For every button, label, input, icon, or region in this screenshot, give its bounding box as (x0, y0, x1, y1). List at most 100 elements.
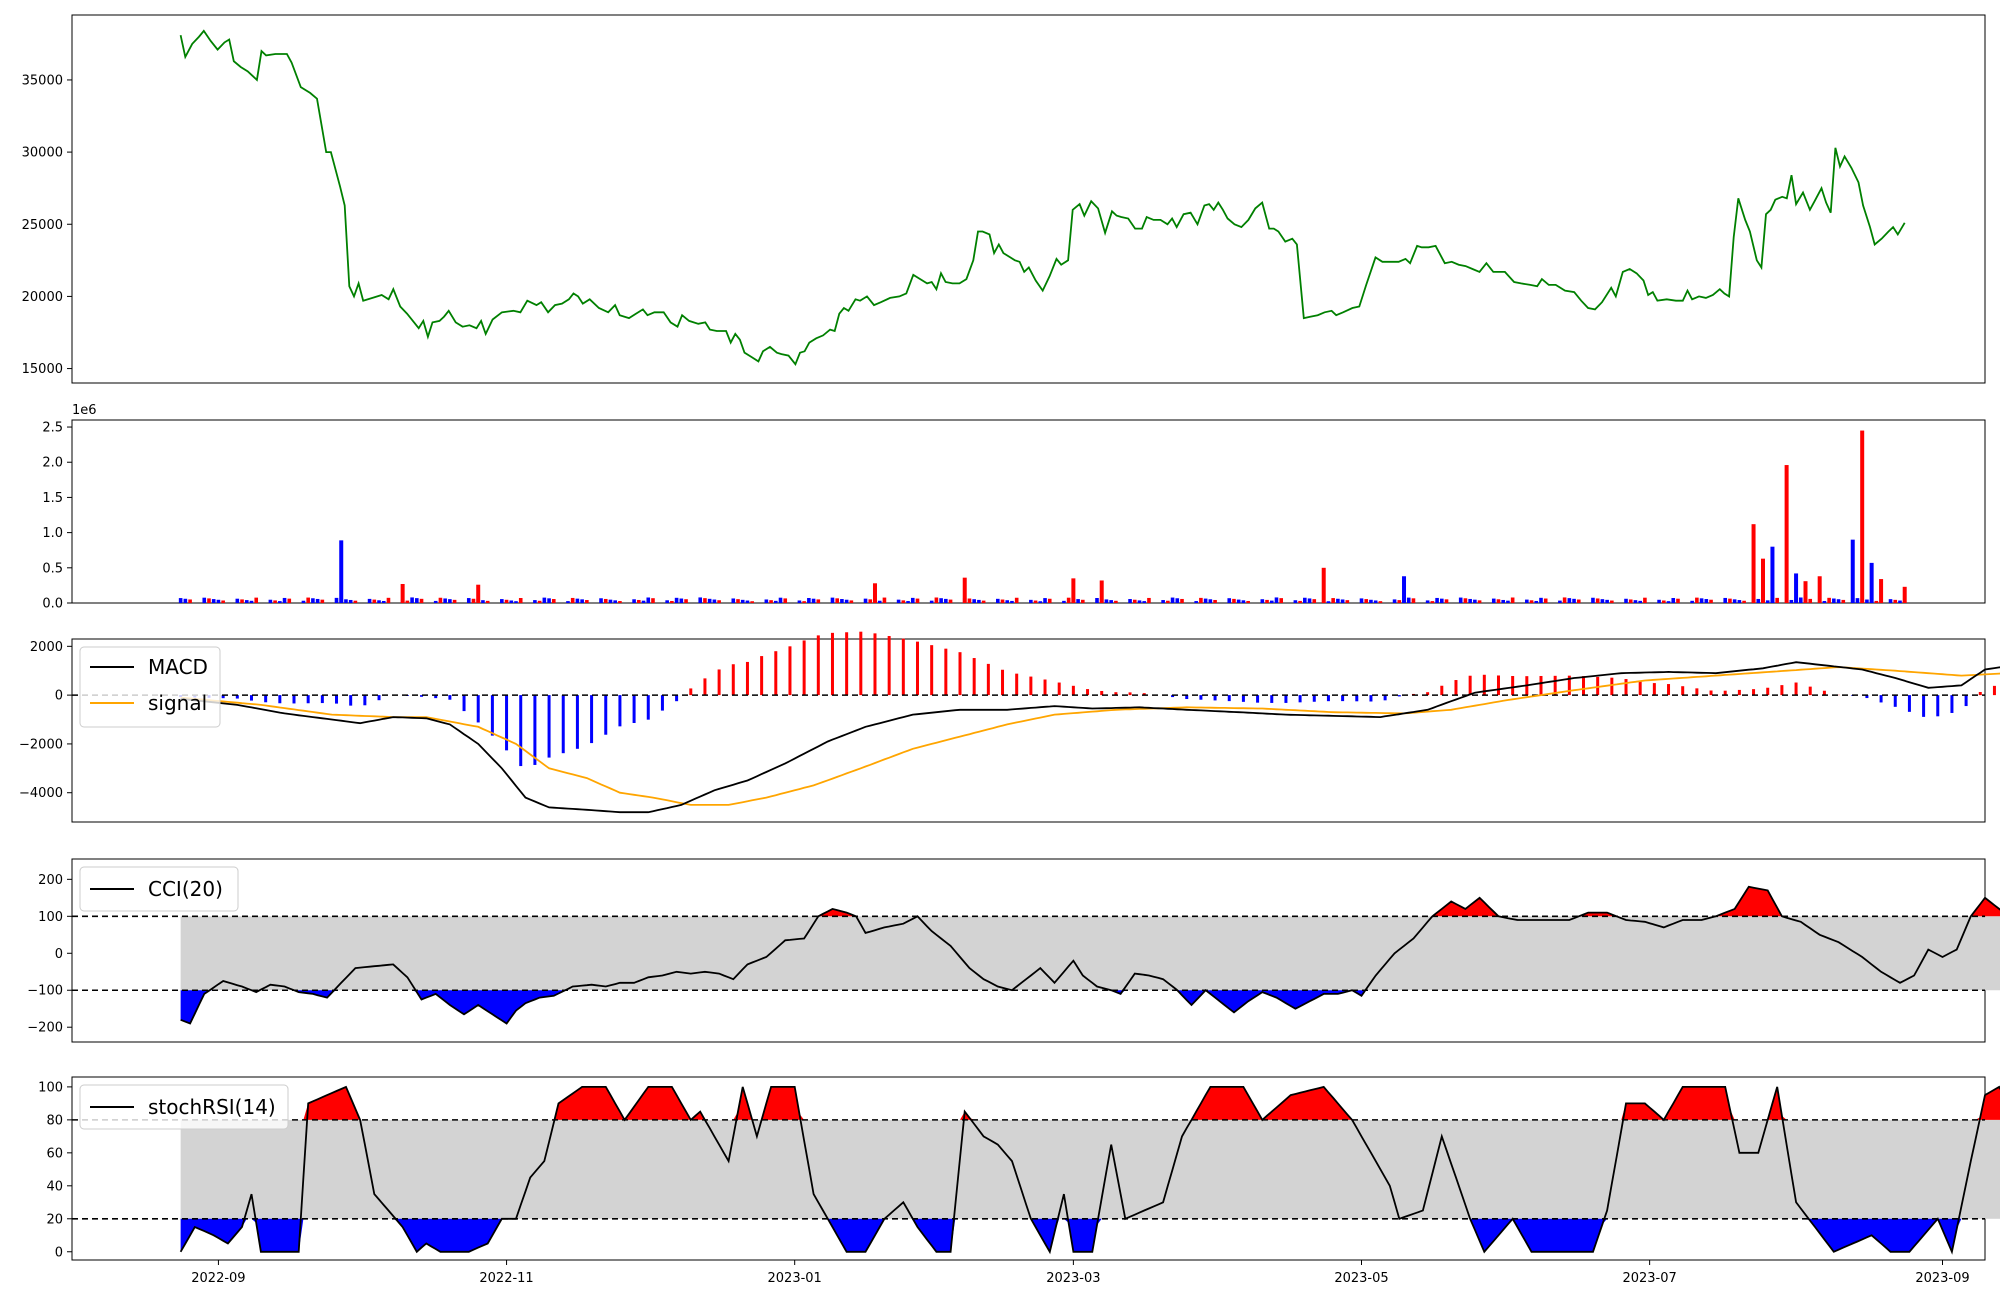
macd-histogram-bar (1582, 676, 1586, 696)
macd-histogram-bar (1100, 690, 1104, 696)
volume-bar (1742, 600, 1746, 603)
macd-histogram-bar (420, 695, 424, 697)
y-tick-label: 100 (38, 1080, 63, 1095)
volume-bar (244, 600, 249, 603)
volume-bar (1855, 598, 1860, 603)
x-tick-label: 2023-03 (1046, 1271, 1100, 1286)
volume-bar (1638, 600, 1642, 603)
macd-histogram-bar (915, 641, 919, 696)
volume-bar (670, 600, 674, 603)
volume-bar (1260, 599, 1265, 603)
volume-bar (731, 598, 736, 603)
volume-bar (608, 599, 613, 603)
volume-bar (1827, 597, 1831, 603)
volume-bar (1076, 599, 1080, 603)
volume-bar (939, 598, 943, 603)
x-tick-label: 2023-07 (1622, 1271, 1676, 1286)
macd-legend-label: MACD (148, 655, 208, 679)
volume-bar (1751, 524, 1756, 603)
macd-histogram-bar (1270, 695, 1274, 703)
volume-bar (1397, 600, 1402, 603)
macd-histogram-bar (930, 645, 934, 696)
volume-bar (698, 597, 703, 603)
volume-bar (438, 597, 443, 603)
macd-histogram-bar (1681, 686, 1685, 696)
y-tick-label: 60 (46, 1146, 63, 1161)
volume-bar (415, 598, 419, 603)
macd-histogram-bar (1482, 674, 1486, 696)
volume-bar (400, 583, 405, 603)
volume-bar (448, 599, 452, 603)
volume-bar (651, 598, 655, 603)
volume-bar (419, 598, 424, 603)
macd-histogram-bar (958, 652, 962, 696)
volume-bar (1104, 599, 1109, 603)
cci-legend-box (79, 866, 239, 912)
volume-bar (1132, 599, 1137, 603)
volume-bar (1534, 600, 1539, 603)
volume-bar (1137, 600, 1142, 603)
volume-bar (1704, 599, 1709, 603)
volume-bar (1227, 598, 1232, 603)
volume-bar (944, 598, 948, 603)
macd-histogram-bar (1624, 679, 1628, 696)
stochrsi-oversold-fill (180, 1218, 2000, 1252)
volume-bar (1010, 600, 1014, 603)
volume-bar (287, 598, 292, 603)
y-tick-label: 2000 (30, 640, 63, 655)
macd-histogram-bar (575, 695, 579, 749)
volume-bar (665, 600, 669, 603)
volume-bar (410, 597, 414, 603)
macd-histogram-bar (604, 695, 608, 735)
volume-bar (1543, 598, 1548, 603)
y-tick-label: 100 (38, 910, 63, 925)
macd-histogram-bar (1780, 685, 1784, 696)
volume-bar (500, 599, 504, 603)
volume-bar (580, 599, 584, 603)
stochrsi-panel: 0 20 40 60 80 100 stochRSI(14) (38, 1076, 2000, 1261)
volume-bar (509, 600, 514, 603)
volume-bar (481, 600, 485, 603)
macd-histogram-bar (675, 695, 679, 702)
volume-bar (1199, 597, 1203, 603)
volume-bar (1161, 600, 1165, 603)
volume-bar (1676, 598, 1680, 603)
volume-bar (1765, 600, 1770, 603)
macd-histogram-bar (774, 651, 778, 696)
volume-bar (1501, 599, 1506, 603)
macd-histogram-bar (1667, 684, 1671, 696)
macd-histogram-bar (1893, 695, 1897, 707)
volume-bar (750, 601, 754, 603)
volume-bar (1610, 600, 1614, 603)
macd-histogram-bar (1128, 692, 1132, 696)
volume-bar (188, 599, 192, 603)
volume-bar (618, 601, 622, 603)
macd-histogram-bar (306, 695, 310, 704)
volume-bar (1473, 599, 1477, 603)
macd-histogram-bar (1950, 695, 1954, 713)
volume-bar (1345, 600, 1350, 603)
volume-bar (1643, 597, 1647, 603)
volume-bar (835, 598, 839, 603)
volume-bar (1005, 600, 1010, 603)
volume-bar (533, 600, 537, 603)
x-tick-label: 2022-09 (191, 1271, 245, 1286)
volume-bar (1624, 598, 1628, 603)
volume-bar (1808, 598, 1813, 603)
volume-bar (1265, 599, 1269, 603)
volume-bar (518, 598, 523, 603)
volume-bar (1506, 600, 1510, 603)
volume-bar (1444, 599, 1449, 603)
volume-bar (717, 600, 721, 603)
volume-bar (1841, 599, 1846, 603)
volume-bar (1695, 597, 1699, 603)
volume-bar (1850, 539, 1855, 603)
volume-bar (1142, 601, 1147, 603)
cci-overbought-fill (180, 886, 2000, 917)
volume-bar (1340, 599, 1345, 603)
y-tick-label: 0 (55, 689, 63, 704)
volume-bar (599, 598, 603, 603)
volume-bar (915, 598, 920, 603)
volume-bar (773, 600, 778, 603)
y-tick-label: −100 (27, 984, 63, 999)
